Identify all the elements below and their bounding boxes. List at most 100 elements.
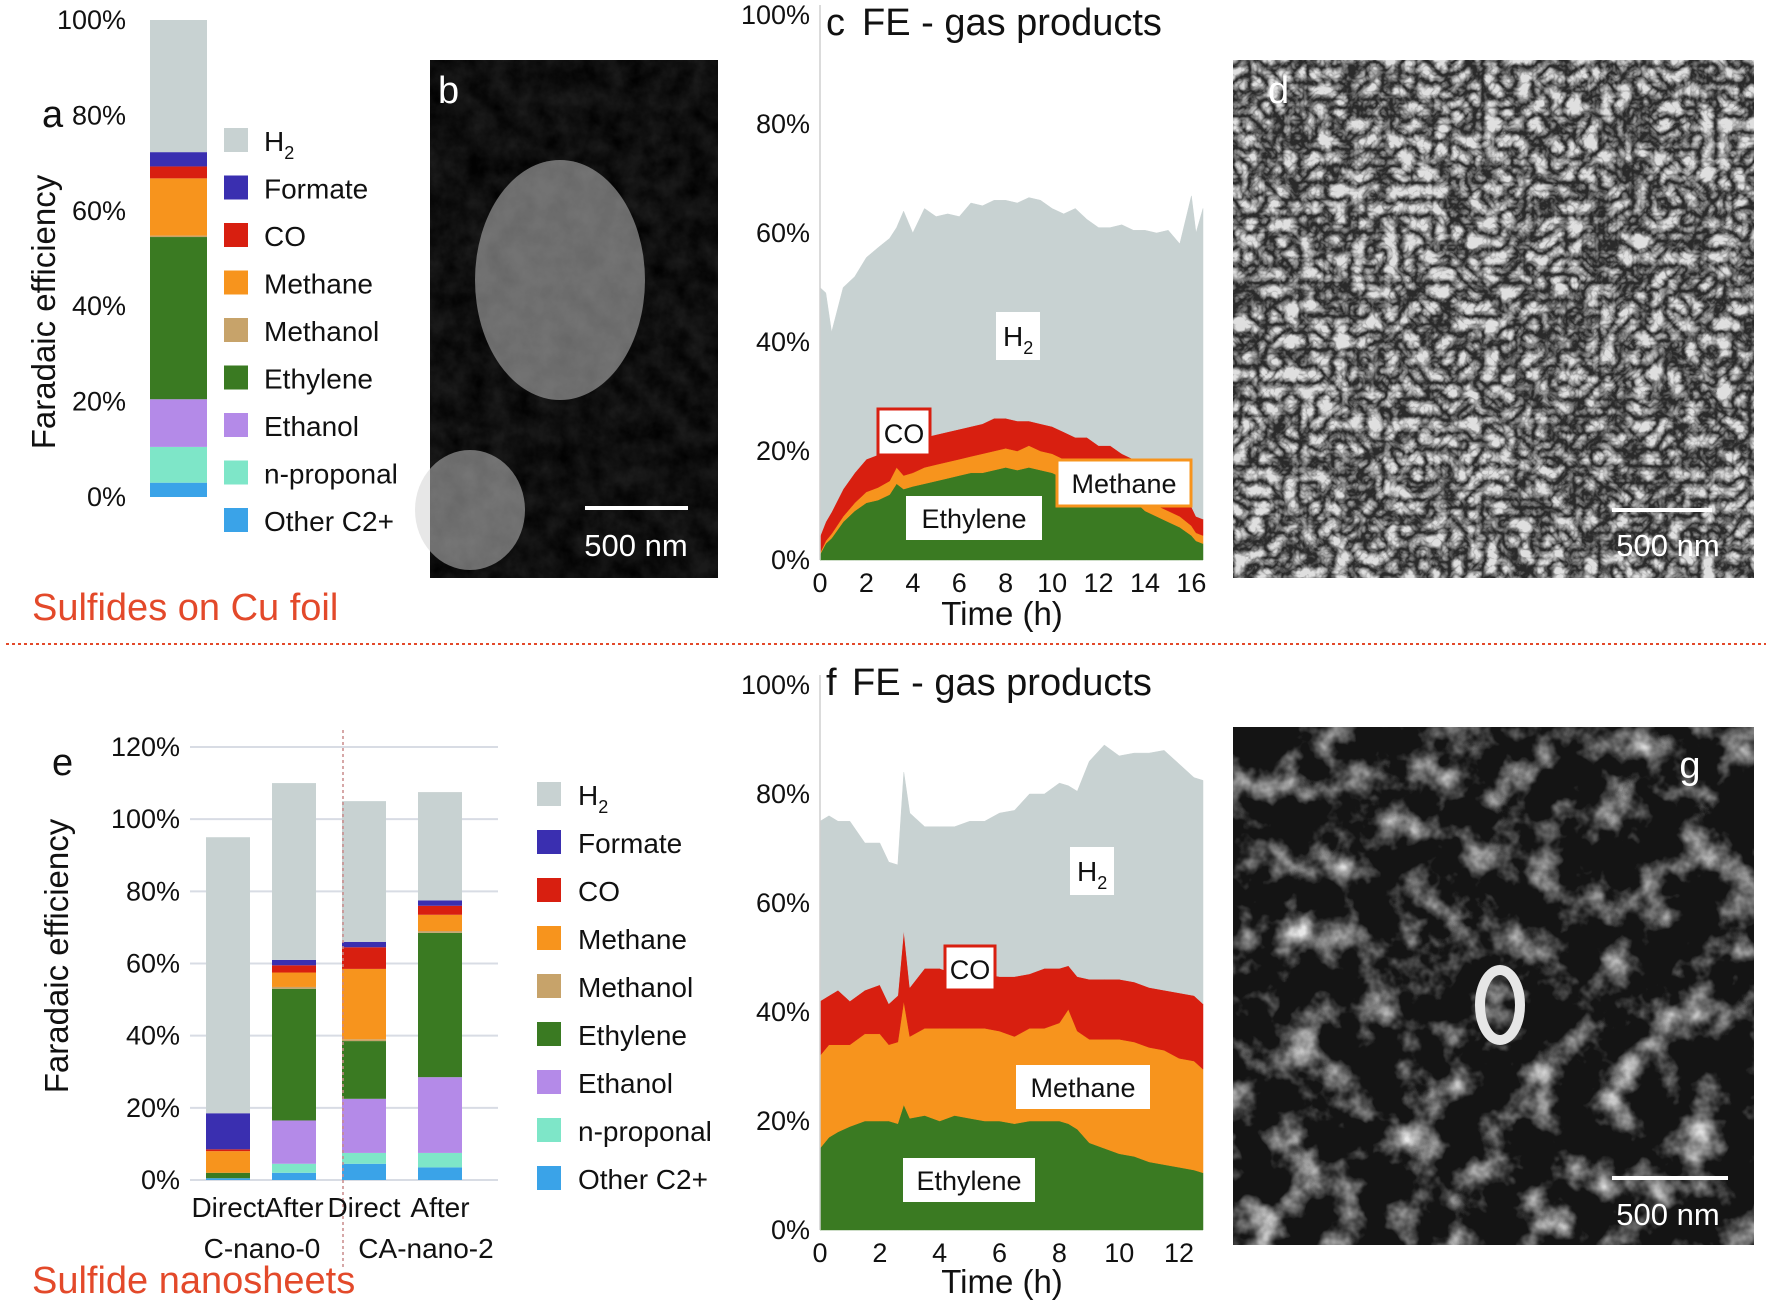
chart-e-bar-2-ethanol — [342, 1098, 386, 1153]
section-caption-top: Sulfides on Cu foil — [32, 587, 338, 629]
chart-e-legend-swatch-ethanol — [537, 1070, 561, 1094]
chart-a-legend-swatch-n-proponal — [224, 460, 248, 485]
chart-f-ytick-2: 40% — [756, 997, 810, 1027]
chart-e-bar-1-co — [272, 965, 316, 973]
chart-f-annotation-h2-base: H — [1077, 856, 1097, 887]
chart-c-xtick-8: 16 — [1176, 568, 1206, 598]
chart-a-ytick-4: 80% — [72, 100, 126, 130]
panel-label-f: f — [826, 662, 837, 704]
chart-e-bar-0-h2 — [206, 837, 250, 1114]
chart-a-legend-label-h2: H2 — [264, 126, 294, 163]
chart-c-annotation-co: CO — [876, 407, 932, 457]
chart-c-ytick-5: 100% — [741, 0, 810, 30]
chart-e-xcat-1: After — [264, 1192, 323, 1223]
chart-e-ylabel: Faradaic efficiency — [38, 818, 75, 1093]
chart-e-bar-1-ethylene — [272, 988, 316, 1121]
chart-c-xtick-4: 8 — [998, 568, 1013, 598]
chart-a-bar-methanol — [150, 235, 207, 238]
chart-c-xtick-3: 6 — [952, 568, 967, 598]
chart-a-legend-label-methane: Methane — [264, 269, 373, 300]
chart-a-ytick-2: 40% — [72, 291, 126, 321]
chart-a-legend-swatch-co — [224, 223, 248, 247]
chart-f-annotation-h2-sub: 2 — [1097, 873, 1107, 893]
chart-e-group-label-1: CA-nano-2 — [358, 1233, 493, 1264]
chart-c-xtick-2: 4 — [905, 568, 920, 598]
chart-c: 0% 20% 40% 60% 80% 100% 0 2 4 6 8 10 12 14 16 Time (h… — [741, 0, 1206, 632]
chart-a-ytick-3: 60% — [72, 196, 126, 226]
chart-a-legend-label-ethylene: Ethylene — [264, 364, 373, 395]
chart-e-ytick-2: 40% — [126, 1021, 180, 1051]
chart-e-legend-label-ethanol: Ethanol — [578, 1068, 673, 1099]
chart-f-ytick-4: 80% — [756, 779, 810, 809]
chart-f-xlabel: Time (h) — [941, 1263, 1063, 1300]
panel-label-e: e — [52, 742, 73, 784]
chart-e-legend-swatch-methane — [537, 926, 561, 950]
chart-e-ytick-5: 100% — [111, 804, 180, 834]
chart-e-bar-3-formate — [418, 900, 462, 906]
chart-f-ytick-0: 0% — [771, 1215, 810, 1245]
chart-f-xtick-6: 12 — [1164, 1238, 1194, 1268]
chart-f-ytick-3: 60% — [756, 888, 810, 918]
panel-label-c: c — [826, 2, 845, 44]
chart-c-xtick-7: 14 — [1130, 568, 1160, 598]
chart-a-bar-h2 — [150, 20, 207, 153]
chart-e-legend-swatch-co — [537, 878, 561, 902]
chart-c-annotation-h2-sub: 2 — [1023, 338, 1033, 358]
panel-label-g: g — [1679, 745, 1700, 787]
chart-e-xcat-2: Direct — [327, 1192, 400, 1223]
chart-e-ytick-0: 0% — [141, 1165, 180, 1195]
chart-e-ytick-3: 60% — [126, 949, 180, 979]
chart-c-ytick-0: 0% — [771, 545, 810, 575]
chart-a-legend-swatch-h2 — [224, 128, 248, 152]
chart-e-legend-label-ethylene: Ethylene — [578, 1020, 687, 1051]
chart-e-bar-0-co — [206, 1149, 250, 1152]
chart-a-bar-formate — [150, 152, 207, 167]
chart-e-bar-3-methane — [418, 914, 462, 932]
panel-label-a: a — [42, 94, 64, 136]
chart-a-legend-swatch-other-c2- — [224, 508, 248, 532]
chart-a-legend-label-n-proponal: n-proponal — [264, 459, 398, 490]
chart-e-bar-3-other-c2- — [418, 1167, 462, 1180]
chart-e-bar-0-other-c2- — [206, 1178, 250, 1180]
chart-a-ytick-0: 0% — [87, 482, 126, 512]
chart-c-xlabel: Time (h) — [941, 595, 1063, 632]
chart-e-legend-swatch-formate — [537, 830, 561, 854]
chart-a-bar-other-c2- — [150, 482, 207, 497]
chart-e-xcat-0: Direct — [191, 1192, 264, 1223]
scale-label-b: 500 nm — [584, 528, 687, 563]
chart-f-area-h2 — [819, 744, 1204, 1005]
chart-c-xtick-5: 10 — [1037, 568, 1067, 598]
chart-e-bar-3-h2 — [418, 792, 462, 901]
chart-c-xtick-0: 0 — [812, 568, 827, 598]
chart-f-xtick-5: 10 — [1104, 1238, 1134, 1268]
chart-e-legend-swatch-ethylene — [537, 1022, 561, 1046]
scale-label-d: 500 nm — [1616, 528, 1719, 563]
chart-e: Faradaic efficiency 0% 20% 40% 60% 80% 100% 12… — [38, 730, 712, 1270]
chart-a-bar-n-proponal — [150, 446, 207, 483]
svg-text:H2: H2 — [1003, 321, 1033, 358]
chart-e-bar-2-methanol — [342, 1039, 386, 1042]
chart-e-ytick-6: 120% — [111, 732, 180, 762]
chart-e-bar-2-ethylene — [342, 1041, 386, 1099]
chart-a-legend-swatch-methane — [224, 270, 248, 295]
chart-f-annotation-ethylene: Ethylene — [903, 1158, 1035, 1202]
chart-e-bar-1-methane — [272, 972, 316, 987]
chart-e-xcat-3: After — [410, 1192, 469, 1223]
chart-e-bar-1-h2 — [272, 783, 316, 960]
chart-f-title: FE - gas products — [852, 662, 1152, 704]
chart-a-legend-label-other-c2-: Other C2+ — [264, 506, 394, 537]
chart-e-legend-label-co: CO — [578, 876, 620, 907]
chart-c-annotation-ethylene: Ethylene — [906, 496, 1042, 540]
chart-c-title: FE - gas products — [862, 2, 1162, 44]
chart-a-bar-co — [150, 166, 207, 179]
chart-e-bar-0-ethylene — [206, 1172, 250, 1179]
sem-image-b: 500 nm b — [415, 60, 718, 578]
chart-e-bar-2-other-c2- — [342, 1163, 386, 1180]
chart-e-legend-label-formate: Formate — [578, 828, 682, 859]
chart-a-legend-swatch-ethylene — [224, 365, 248, 390]
chart-e-legend-label-n-proponal: n-proponal — [578, 1116, 712, 1147]
chart-f-ytick-1: 20% — [756, 1106, 810, 1136]
chart-a-legend-label-co: CO — [264, 221, 306, 252]
chart-f-annotation-methane: Methane — [1016, 1065, 1150, 1109]
